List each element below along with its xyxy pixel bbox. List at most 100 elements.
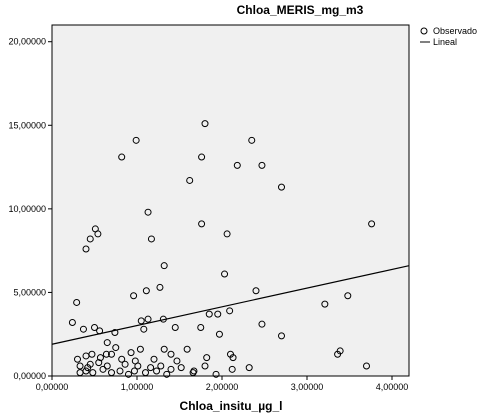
data-point-observado xyxy=(86,360,94,368)
data-point-observado xyxy=(201,362,209,370)
data-point-observado xyxy=(88,350,96,358)
data-point-observado xyxy=(73,298,81,306)
data-point-observado xyxy=(363,362,370,370)
data-point-observado xyxy=(258,161,266,169)
data-point-observado xyxy=(201,120,209,128)
data-point-observado xyxy=(136,345,144,353)
data-point-observado xyxy=(82,245,90,253)
data-point-observado xyxy=(212,370,220,378)
y-tick-label: 5,00000 xyxy=(13,287,46,297)
data-point-observado xyxy=(89,369,97,377)
data-point-observado xyxy=(223,230,231,238)
data-point-observado xyxy=(167,365,175,373)
x-tick-label: 2,00000 xyxy=(206,382,239,392)
data-point-observado xyxy=(190,367,198,375)
data-point-observado xyxy=(278,332,285,340)
y-tick-label: 20,00000 xyxy=(8,37,46,47)
data-point-observado xyxy=(103,362,111,370)
data-point-observado xyxy=(130,367,138,375)
data-point-observado xyxy=(103,339,111,347)
data-point-observado xyxy=(344,292,352,300)
data-point-observado xyxy=(95,359,103,367)
data-point-observado xyxy=(96,354,104,362)
data-point-observado xyxy=(215,330,223,338)
chart-title: Chloa_MERIS_mg_m3 xyxy=(237,3,364,17)
x-tick-label: 3,00000 xyxy=(291,382,324,392)
data-point-observado xyxy=(76,369,84,377)
data-point-observado xyxy=(153,367,161,375)
data-point-observado xyxy=(159,315,167,323)
data-point-observado xyxy=(112,344,120,352)
data-point-observado xyxy=(186,176,194,184)
data-point-observado xyxy=(171,324,179,332)
data-point-observado xyxy=(198,220,206,228)
data-point-observado xyxy=(94,230,102,238)
data-point-observado xyxy=(198,153,206,161)
data-point-observado xyxy=(144,315,152,323)
plot-area xyxy=(51,24,410,377)
data-point-observado xyxy=(118,355,126,363)
data-point-observado xyxy=(108,369,115,377)
data-point-observado xyxy=(156,283,164,291)
data-point-observado xyxy=(226,307,234,315)
x-tick-label: 4,00000 xyxy=(376,382,409,392)
data-point-observado xyxy=(144,208,152,216)
y-tick-label: 0,00000 xyxy=(13,371,46,381)
data-point-observado xyxy=(125,370,132,378)
data-point-observado xyxy=(228,365,236,373)
data-point-observado xyxy=(197,324,205,332)
data-point-observado xyxy=(258,320,266,328)
data-point-observado xyxy=(130,292,138,300)
x-axis-label: Chloa_insitu_µg_l xyxy=(180,399,283,413)
data-point-observado xyxy=(102,350,110,358)
data-point-observado xyxy=(147,364,155,372)
data-point-observado xyxy=(74,355,81,363)
fit-line-lineal xyxy=(51,265,410,345)
data-point-observado xyxy=(68,319,76,327)
data-point-observado xyxy=(142,287,150,295)
data-point-observado xyxy=(140,325,148,333)
data-point-observado xyxy=(336,347,344,355)
x-tick-label: 1,00000 xyxy=(121,382,154,392)
data-point-observado xyxy=(321,300,329,308)
data-point-observado xyxy=(177,364,185,372)
data-point-observado xyxy=(160,262,168,270)
data-point-observado xyxy=(118,153,126,161)
data-point-observado xyxy=(157,362,165,370)
data-point-observado xyxy=(229,354,237,362)
data-point-observado xyxy=(368,220,376,228)
data-point-observado xyxy=(108,350,115,358)
data-point-observado xyxy=(147,235,155,243)
data-point-observado xyxy=(278,183,285,191)
legend-label-observado: Observado xyxy=(433,26,477,36)
data-point-observado xyxy=(252,287,260,295)
data-point-observado xyxy=(76,362,84,370)
data-point-observado xyxy=(111,329,119,337)
data-point-observado xyxy=(167,350,175,358)
data-point-observado xyxy=(134,362,142,370)
data-point-observado xyxy=(163,370,171,378)
data-point-observado xyxy=(183,345,191,353)
legend: Observado Lineal xyxy=(420,26,477,47)
data-point-observado xyxy=(248,136,256,144)
data-point-observado xyxy=(86,235,94,243)
data-point-observado xyxy=(221,270,229,278)
data-point-observado xyxy=(91,324,98,332)
data-point-observado xyxy=(150,355,158,363)
data-point-observado xyxy=(137,317,145,325)
legend-marker-observado xyxy=(420,27,428,35)
data-point-observado xyxy=(245,364,253,372)
data-point-observado xyxy=(203,354,211,362)
data-point-observado xyxy=(173,357,181,365)
data-point-observado xyxy=(121,360,129,368)
data-point-observado xyxy=(127,349,135,357)
data-point-observado xyxy=(116,367,124,375)
y-tick-label: 15,00000 xyxy=(8,120,46,130)
data-point-observado xyxy=(205,310,213,318)
data-point-observado xyxy=(233,161,241,169)
data-point-observado xyxy=(79,325,87,333)
data-point-observado xyxy=(160,345,168,353)
y-tick-label: 10,00000 xyxy=(8,204,46,214)
data-point-observado xyxy=(142,369,149,377)
